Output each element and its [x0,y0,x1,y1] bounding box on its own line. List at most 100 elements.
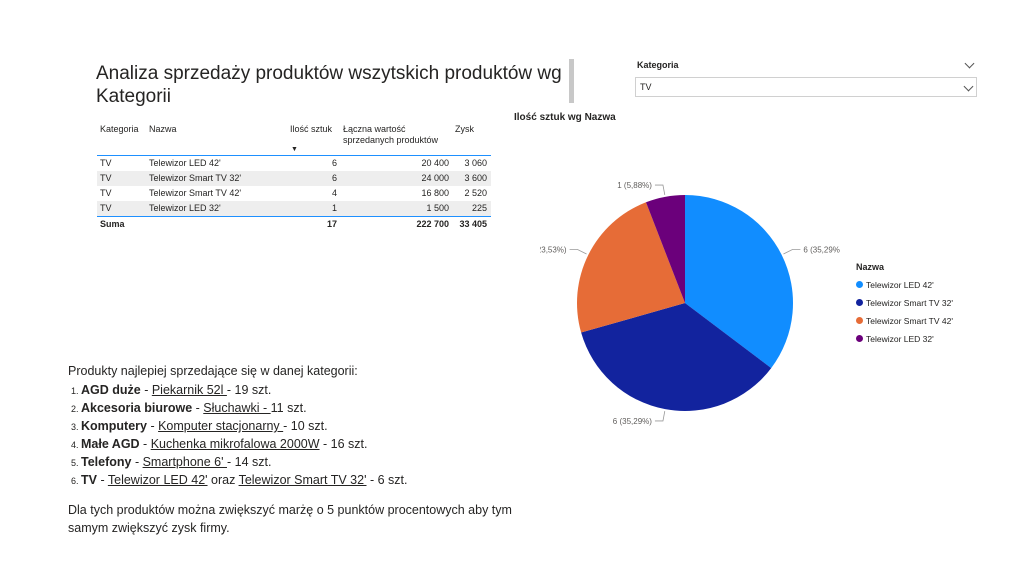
cell-zysk: 3 060 [464,158,487,168]
legend-label: Telewizor LED 32' [866,334,934,344]
cell-nazwa: Telewizor LED 32' [149,203,221,213]
item-sep: - [140,383,152,397]
list-item: TV - Telewizor LED 42' oraz Telewizor Sm… [81,471,588,489]
cell-kategoria: TV [100,173,112,183]
item-product: Kuchenka mikrofalowa 2000W [150,437,320,451]
pie-slice[interactable] [577,202,685,333]
item-count: - 16 szt. [319,437,368,451]
legend-item[interactable]: Telewizor Smart TV 42' [856,315,953,333]
item-product: Telewizor Smart TV 32' [238,473,367,487]
legend-item[interactable]: Telewizor LED 42' [856,279,953,297]
label-leader-line [569,249,587,255]
header-nazwa[interactable]: Nazwa [149,124,177,134]
item-category: Akcesoria biurowe [81,401,193,415]
legend-dot-icon [856,281,863,288]
item-count: 11 szt. [270,401,307,415]
list-item: AGD duże - Piekarnik 52l - 19 szt. [81,381,588,399]
item-count: - 19 szt. [226,383,272,397]
table-row[interactable]: TV Telewizor LED 32' 1 1 500 225 [97,201,491,217]
page-title: Analiza sprzedaży produktów wszytskich p… [96,63,562,107]
slicer-value: TV [640,82,652,92]
cell-wartosc: 16 800 [421,188,449,198]
cell-wartosc: 1 500 [426,203,449,213]
cell-zysk: 2 520 [464,188,487,198]
label-leader-line [654,184,666,195]
item-sep: oraz [207,473,239,487]
label-leader-line [783,249,801,255]
cell-nazwa: Telewizor LED 42' [149,158,221,168]
item-category: Komputery [81,419,147,433]
legend-label: Telewizor Smart TV 42' [866,316,953,326]
cell-ilosc: 6 [331,158,337,168]
cell-ilosc: 1 [331,203,337,213]
cell-kategoria: TV [100,203,112,213]
cell-wartosc: 20 400 [421,158,449,168]
cell-zysk: 225 [471,203,487,213]
total-zysk: 33 405 [459,219,487,229]
legend-label: Telewizor LED 42' [866,280,934,290]
header-ilosc[interactable]: Ilość sztuk [290,124,333,134]
legend-dot-icon [856,335,863,342]
cell-kategoria: TV [100,188,112,198]
label-leader-line [654,411,666,422]
list-item: Akcesoria biurowe - Słuchawki - 11 szt. [81,399,588,417]
item-product: Telewizor LED 42' [107,473,208,487]
list-item: Komputery - Komputer stacjonarny - 10 sz… [81,417,588,435]
slicer-dropdown[interactable]: TV [635,77,977,97]
table-row[interactable]: TV Telewizor Smart TV 32' 6 24 000 3 600 [97,171,491,186]
slicer-label: Kategoria [637,60,679,70]
item-sep: - [131,455,143,469]
item-product: Piekarnik 52l [151,383,227,397]
table-row[interactable]: TV Telewizor LED 42' 6 20 400 3 060 [97,156,491,171]
item-product: Smartphone 6' [142,455,227,469]
pie-slice[interactable] [685,195,793,369]
sales-table: Kategoria Nazwa Ilość sztuk Łączna warto… [97,118,491,232]
cell-zysk: 3 600 [464,173,487,183]
slice-data-label: 6 (35,29%) [803,246,840,255]
pie-slice[interactable] [645,195,685,303]
item-product: Słuchawki - [203,401,271,415]
item-sep: - [139,437,151,451]
item-count: - 6 szt. [366,473,408,487]
item-category: Telefony [81,455,132,469]
chart-legend: Nazwa Telewizor LED 42' Telewizor Smart … [856,262,953,351]
item-count: - 10 szt. [283,419,328,433]
header-kategoria[interactable]: Kategoria [100,124,139,134]
item-category: Małe AGD [81,437,140,451]
item-category: TV [81,473,97,487]
slicer-header[interactable]: Kategoria [635,55,977,75]
chevron-down-icon[interactable] [964,58,975,69]
notes-textbox: Produkty najlepiej sprzedające się w dan… [68,364,588,537]
category-slicer: Kategoria TV [635,55,977,97]
best-sellers-list: AGD duże - Piekarnik 52l - 19 szt. Akces… [68,381,588,489]
cell-ilosc: 4 [331,188,337,198]
legend-dot-icon [856,299,863,306]
header-zysk[interactable]: Zysk [455,124,474,134]
total-label: Suma [100,219,125,229]
title-scrollbar[interactable] [569,59,574,103]
table-row[interactable]: TV Telewizor Smart TV 42' 4 16 800 2 520 [97,186,491,201]
cell-kategoria: TV [100,158,112,168]
legend-item[interactable]: Telewizor LED 32' [856,333,953,351]
legend-title: Nazwa [856,262,885,272]
item-sep: - [192,401,204,415]
item-category: AGD duże [81,383,141,397]
notes-footer: Dla tych produktów można zwiększyć marżę… [68,503,512,535]
item-sep: - [146,419,159,433]
chart-title: Ilość sztuk wg Nazwa [514,112,616,123]
pie-chart: 6 (35,29%) 6 (35,29%) 4 (23,53%) 1 (5,88%) [540,181,840,426]
sort-desc-icon[interactable]: ▼ [291,146,298,153]
pie-slice[interactable] [581,303,772,412]
table-header: Kategoria Nazwa Ilość sztuk Łączna warto… [97,118,491,156]
cell-nazwa: Telewizor Smart TV 42' [149,188,242,198]
list-item: Małe AGD - Kuchenka mikrofalowa 2000W - … [81,435,588,453]
chevron-down-icon[interactable] [963,81,974,92]
slice-data-label: 6 (35,29%) [613,417,652,426]
total-ilosc: 17 [326,219,337,229]
cell-ilosc: 6 [331,173,337,183]
item-sep: - [96,473,108,487]
table-total-row: Suma 17 222 700 33 405 [97,217,491,232]
notes-intro: Produkty najlepiej sprzedające się w dan… [68,364,358,378]
legend-item[interactable]: Telewizor Smart TV 32' [856,297,953,315]
header-wartosc[interactable]: Łączna wartość sprzedanych produktów [343,124,439,145]
